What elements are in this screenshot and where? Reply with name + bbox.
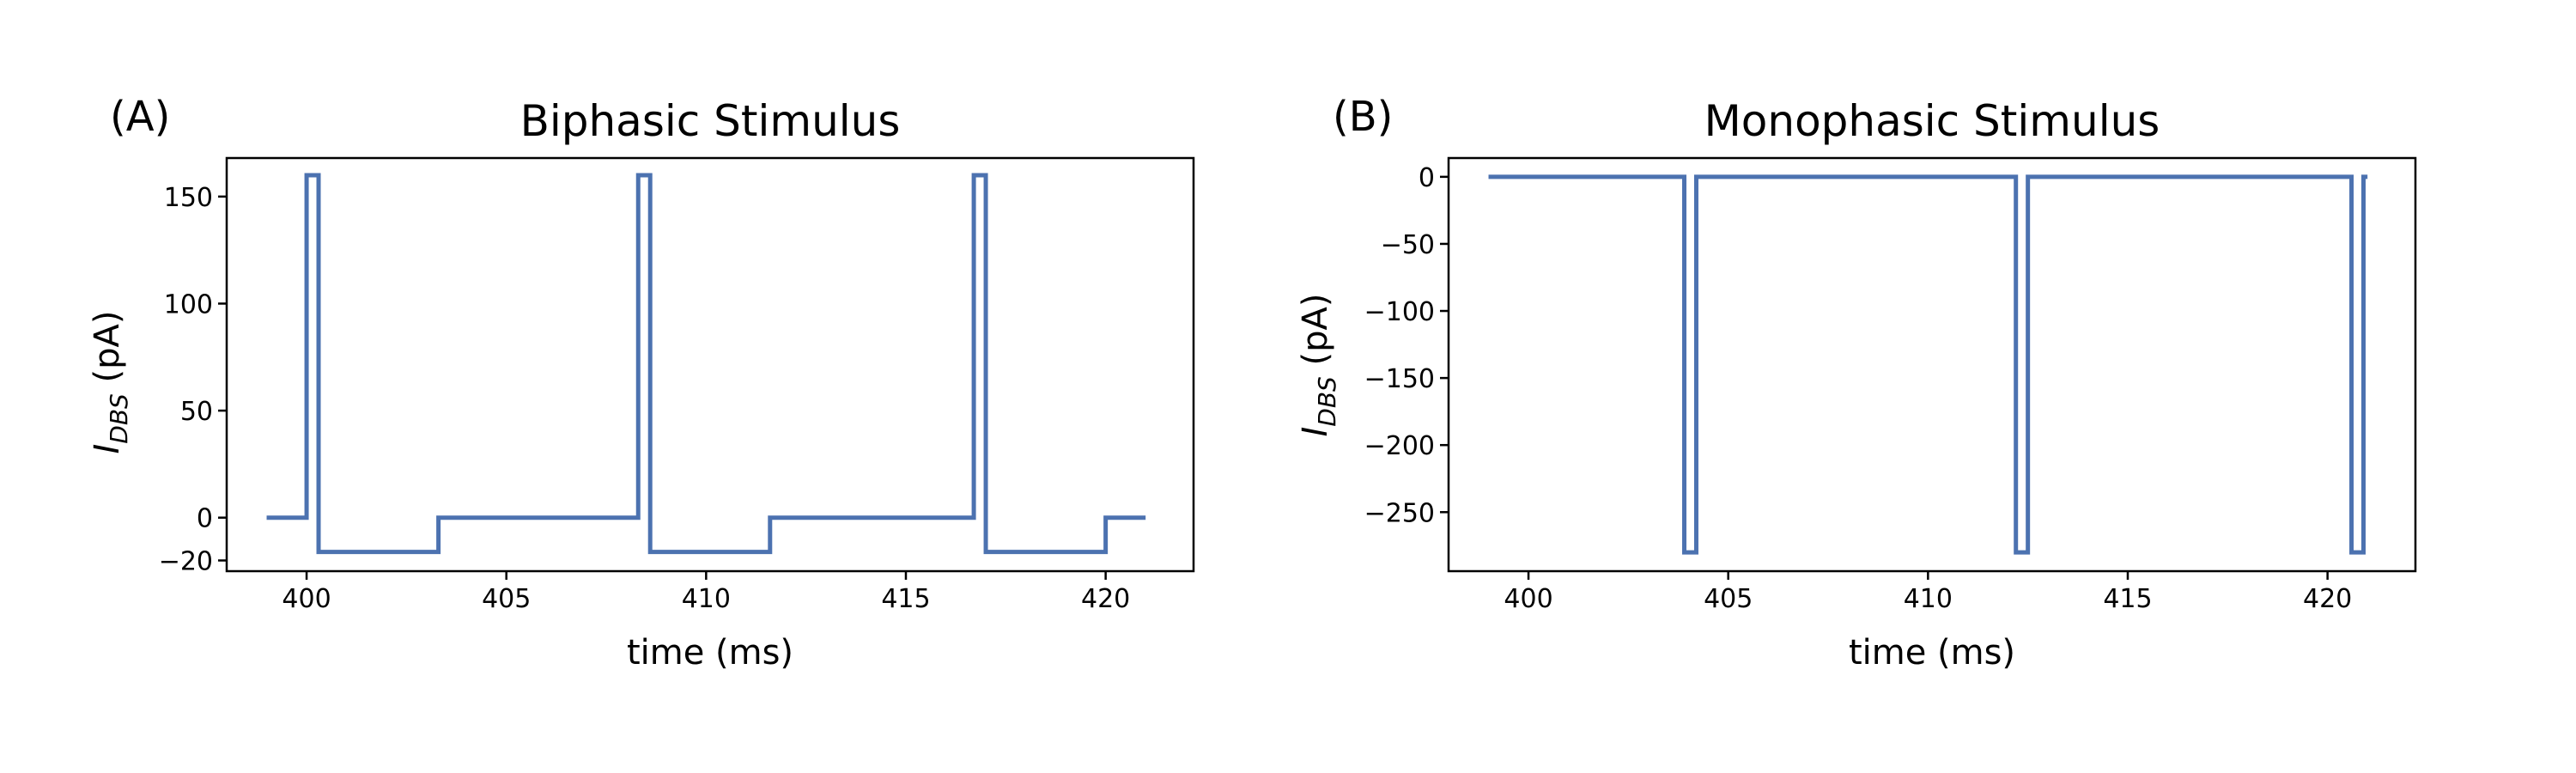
x-tick-label: 415 — [2103, 584, 2152, 614]
y-tick-label: 0 — [197, 504, 213, 534]
chart-title: Biphasic Stimulus — [520, 96, 901, 146]
data-layer — [266, 173, 1146, 555]
panel-label: (B) — [1333, 93, 1393, 141]
x-tick-label: 405 — [1704, 584, 1753, 614]
series-line — [266, 173, 1146, 555]
ticks: 400 405 410 415 420 −250 −200 −150 −100 −50 0 — [1364, 163, 2353, 614]
y-tick-label: −50 — [1381, 230, 1435, 260]
ticks: 400 405 410 415 420 −20 0 50 100 150 — [159, 183, 1131, 614]
x-tick-label: 420 — [2303, 584, 2352, 614]
x-tick-label: 400 — [282, 584, 331, 614]
chart-title: Monophasic Stimulus — [1704, 96, 2160, 146]
panel-monophasic: (B) Monophasic Stimulus time (ms) IDBS (… — [1296, 93, 2417, 673]
x-tick-label: 405 — [482, 584, 531, 614]
y-axis-label: IDBS (pA) — [1296, 293, 1341, 436]
y-tick-label: 150 — [164, 183, 213, 213]
y-tick-label: −200 — [1364, 431, 1435, 461]
x-axis-label: time (ms) — [627, 633, 793, 673]
x-tick-label: 400 — [1504, 584, 1552, 614]
y-axis-label: IDBS (pA) — [88, 310, 133, 453]
y-tick-label: −100 — [1364, 297, 1435, 327]
y-tick-label: 50 — [180, 397, 213, 427]
y-tick-label: −150 — [1364, 364, 1435, 394]
plot-frame — [225, 156, 1195, 573]
panel-label: (A) — [110, 93, 170, 141]
x-axis-label: time (ms) — [1849, 633, 2015, 673]
plot-frame — [1447, 156, 2417, 573]
data-layer — [1488, 174, 2368, 555]
y-tick-label: −250 — [1364, 498, 1435, 528]
series-line — [1488, 174, 2368, 555]
x-tick-label: 415 — [881, 584, 930, 614]
y-tick-label: 100 — [164, 289, 213, 320]
x-tick-label: 420 — [1081, 584, 1130, 614]
y-tick-label: −20 — [159, 547, 213, 577]
y-tick-label: 0 — [1419, 163, 1435, 193]
panel-biphasic: (A) Biphasic Stimulus time (ms) IDBS (pA… — [88, 93, 1195, 673]
x-tick-label: 410 — [682, 584, 731, 614]
x-tick-label: 410 — [1904, 584, 1953, 614]
